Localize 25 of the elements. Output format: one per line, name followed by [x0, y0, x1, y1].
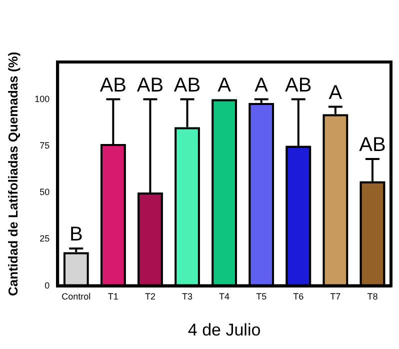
y-tick-label: 0 [44, 280, 50, 290]
x-tick-label: T5 [256, 292, 267, 302]
annotation: AB [285, 74, 312, 96]
annotation: AB [100, 74, 127, 96]
x-tick-label: T4 [219, 292, 230, 302]
annotation: AB [136, 74, 164, 96]
annotation: AB [359, 134, 386, 156]
x-tick-label: T7 [330, 292, 341, 302]
x-axis-title: 4 de Julio [188, 320, 261, 340]
y-tick-label: 75 [40, 140, 50, 150]
annotation: AB [174, 74, 201, 96]
x-tick-label: T3 [182, 292, 193, 302]
y-tick-label: 100 [34, 94, 50, 104]
x-tick-label: T2 [144, 292, 156, 302]
x-tick-label: T6 [293, 292, 304, 302]
annotation: A [218, 74, 232, 96]
annotation: A [254, 74, 269, 96]
y-tick-label: 25 [40, 234, 50, 244]
y-tick-label: 50 [40, 187, 50, 198]
y-axis-title: Cantidad de Latifoliadas Quemadas (%) [5, 52, 20, 296]
x-tick-label: Control [62, 292, 91, 302]
annotation: A [328, 82, 343, 104]
annotation: B [69, 224, 83, 246]
x-tick-label: T8 [367, 292, 378, 302]
x-tick-label: T1 [108, 292, 118, 302]
